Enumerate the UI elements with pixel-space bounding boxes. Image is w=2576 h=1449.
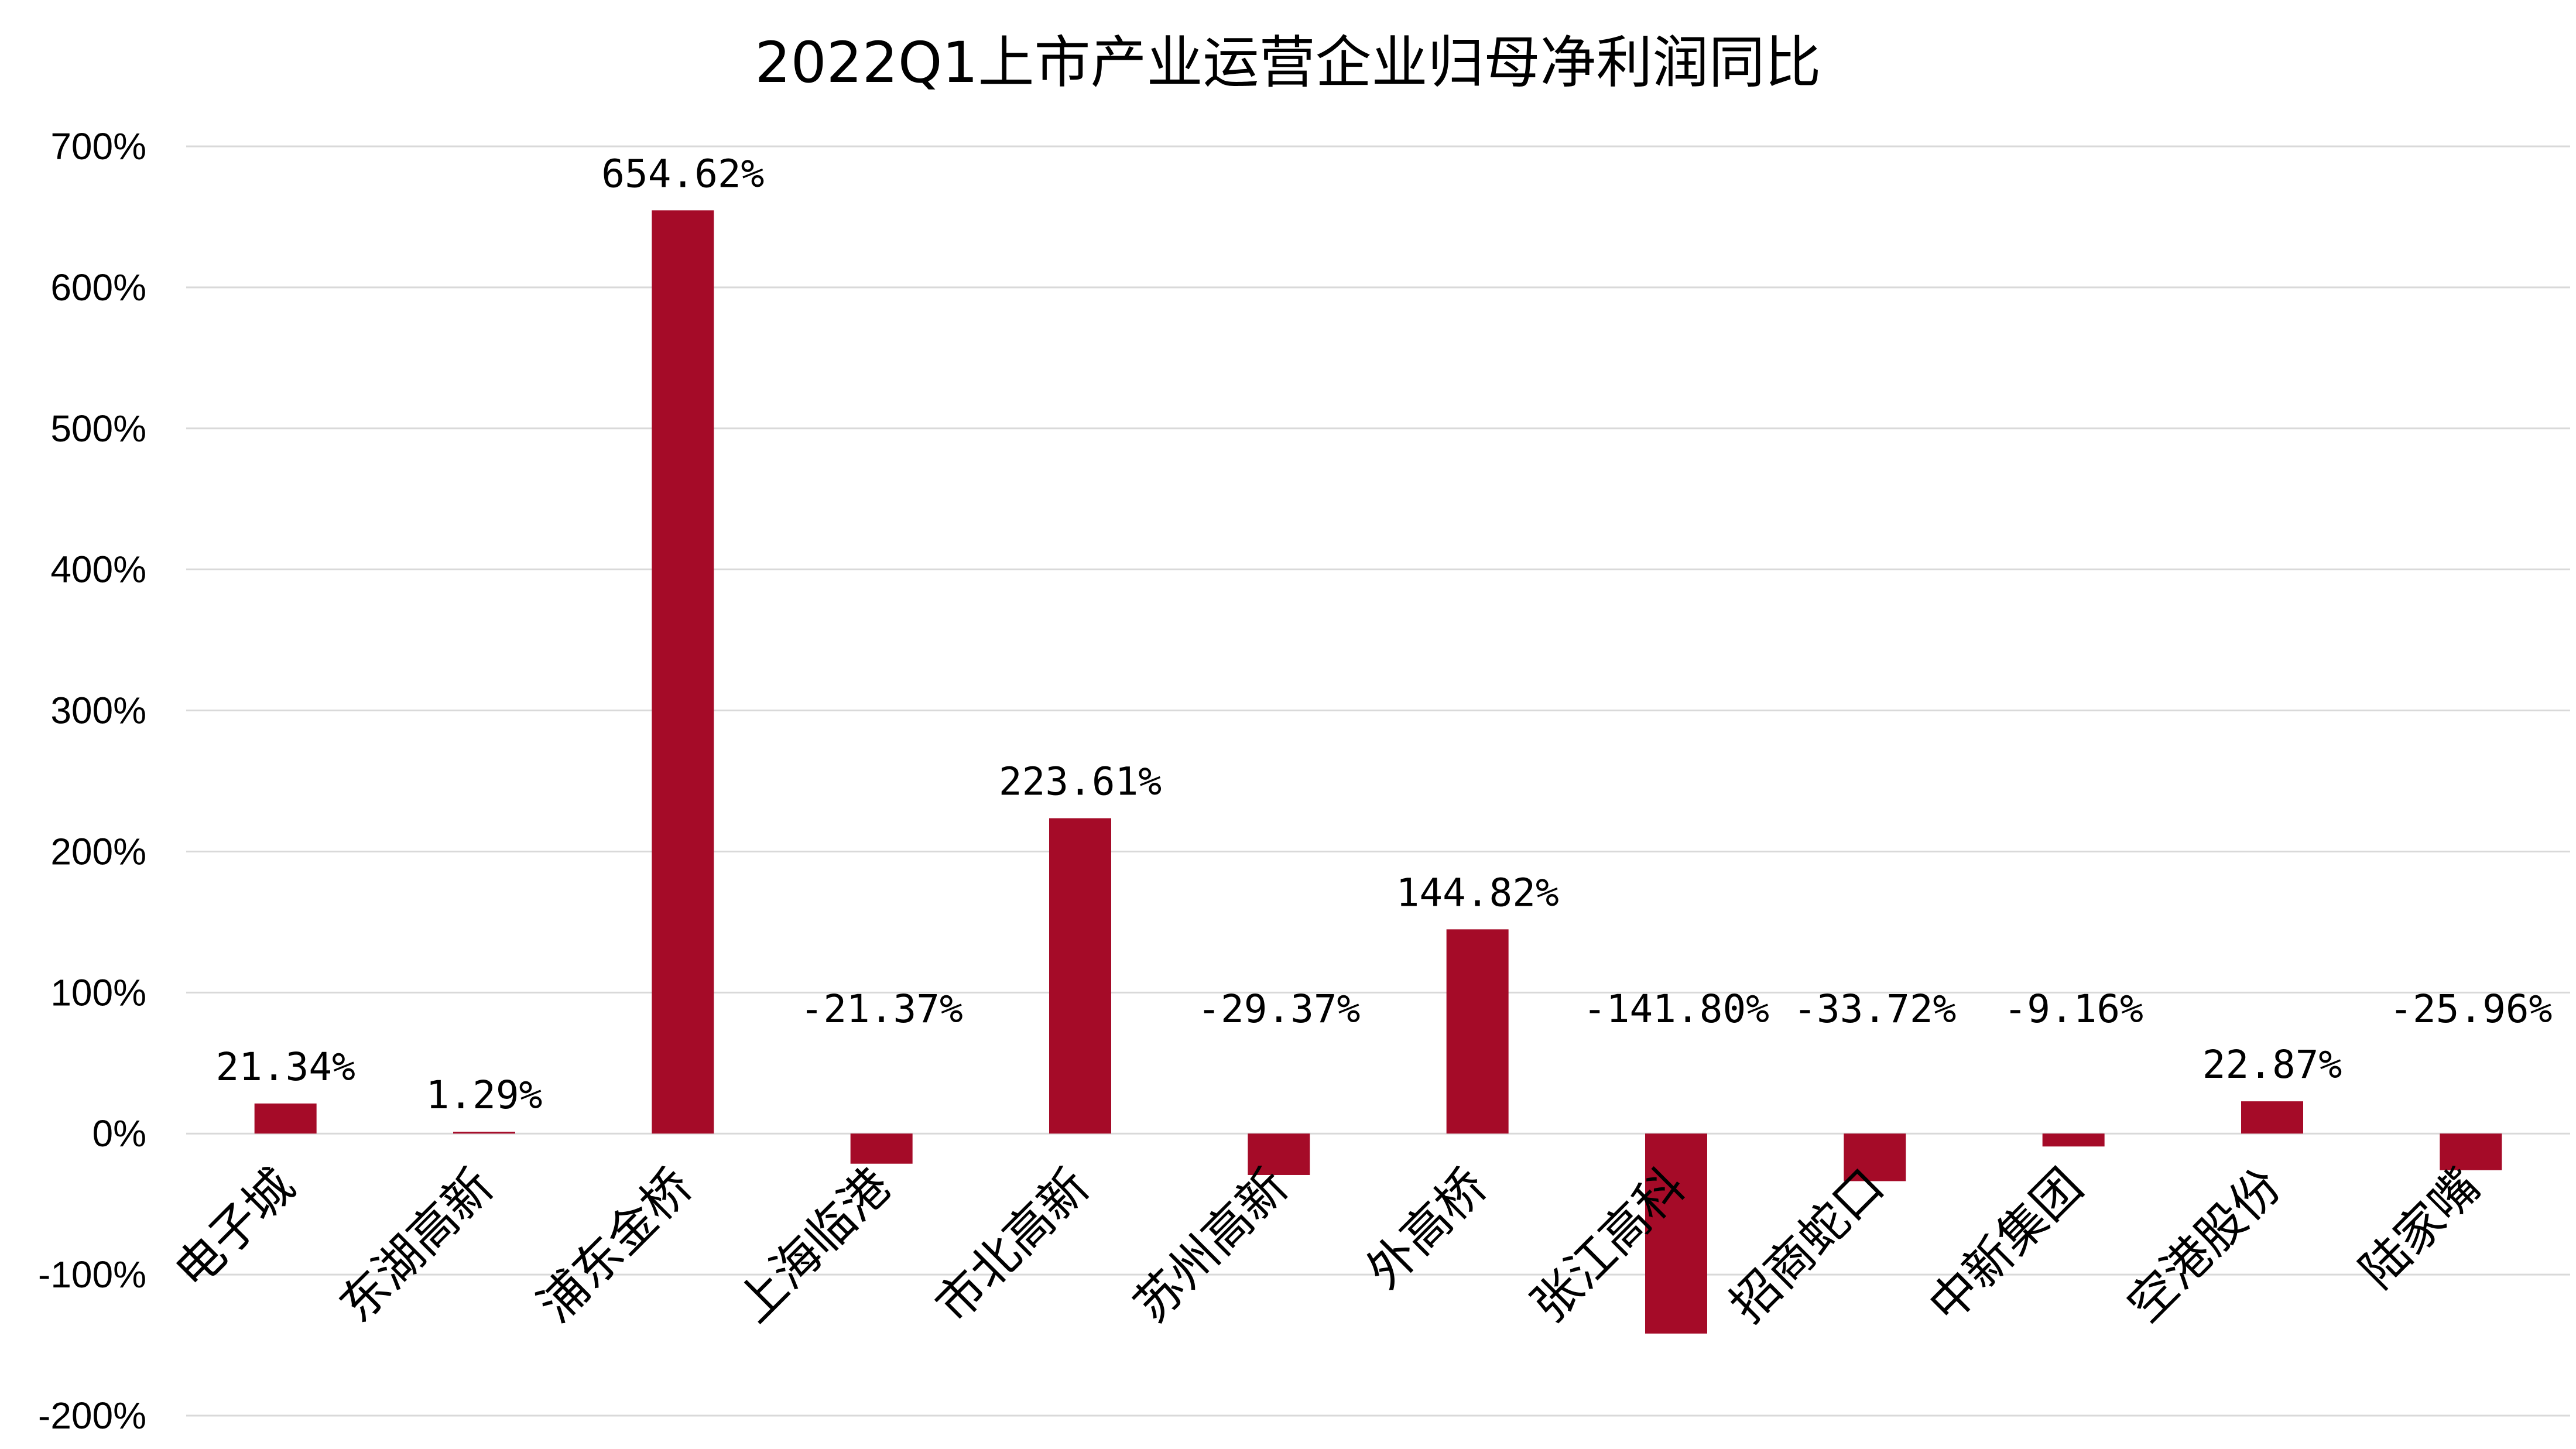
y-tick-label: 400% — [50, 549, 146, 591]
x-axis-category-labels: 电子城 东湖高新 浦东金桥 上海临港 市北高新 苏州高新 外高桥 张江高科 招商蛇口 中新集团 空港… — [165, 1158, 2491, 1333]
data-label: 223.61% — [999, 759, 1162, 804]
data-label: 654.62% — [601, 151, 764, 196]
bar — [2241, 1101, 2303, 1134]
data-label: 22.87% — [2202, 1042, 2342, 1087]
category-label: 陆家嘴 — [2349, 1158, 2491, 1299]
data-label: -21.37% — [800, 986, 963, 1032]
category-label: 中新集团 — [1919, 1158, 2094, 1333]
data-label: -9.16% — [2003, 986, 2143, 1032]
data-label: -25.96% — [2389, 986, 2552, 1032]
y-tick-label: 700% — [50, 125, 146, 167]
bar — [850, 1133, 913, 1164]
bar — [1446, 929, 1509, 1134]
category-label: 东湖高新 — [329, 1158, 504, 1333]
y-tick-label: 100% — [50, 971, 146, 1013]
y-tick-label: 300% — [50, 690, 146, 732]
data-labels: 21.34% 1.29% 654.62% -21.37% 223.61% -29.37% 1… — [215, 151, 2552, 1118]
bar — [254, 1103, 317, 1134]
y-tick-label: 0% — [93, 1112, 147, 1155]
category-label: 外高桥 — [1356, 1158, 1498, 1299]
chart-title: 2022Q1上市产业运营企业归母净利润同比 — [755, 30, 1821, 95]
y-tick-label: 200% — [50, 830, 146, 872]
gridlines — [186, 145, 2570, 1417]
category-label: 市北高新 — [925, 1158, 1100, 1333]
category-label: 招商蛇口 — [1719, 1158, 1895, 1333]
category-label: 浦东金桥 — [527, 1158, 703, 1333]
data-label: -29.37% — [1197, 986, 1360, 1032]
category-label: 上海临港 — [727, 1158, 902, 1333]
y-axis-tick-labels: 700% 600% 500% 400% 300% 200% 100% 0% -100% -200% — [38, 125, 146, 1437]
data-label: 144.82% — [1396, 870, 1559, 915]
category-label: 电子城 — [165, 1158, 306, 1299]
y-tick-label: 500% — [50, 407, 146, 450]
bar — [2042, 1133, 2105, 1147]
y-tick-label: -200% — [38, 1395, 146, 1437]
bar — [453, 1132, 515, 1134]
bar — [1049, 818, 1111, 1134]
data-label: 21.34% — [215, 1044, 355, 1090]
bar — [1645, 1133, 1707, 1334]
data-label: -141.80% — [1583, 986, 1769, 1032]
bar — [1248, 1133, 1310, 1175]
data-label: 1.29% — [426, 1073, 543, 1118]
y-tick-label: 600% — [50, 266, 146, 309]
bar — [1844, 1133, 1906, 1181]
bar — [652, 210, 714, 1134]
category-label: 苏州高新 — [1123, 1158, 1299, 1333]
bars — [254, 210, 2502, 1334]
bar — [2440, 1133, 2502, 1170]
y-tick-label: -100% — [38, 1253, 146, 1296]
category-label: 空港股份 — [2117, 1158, 2292, 1333]
data-label: -33.72% — [1793, 986, 1956, 1032]
